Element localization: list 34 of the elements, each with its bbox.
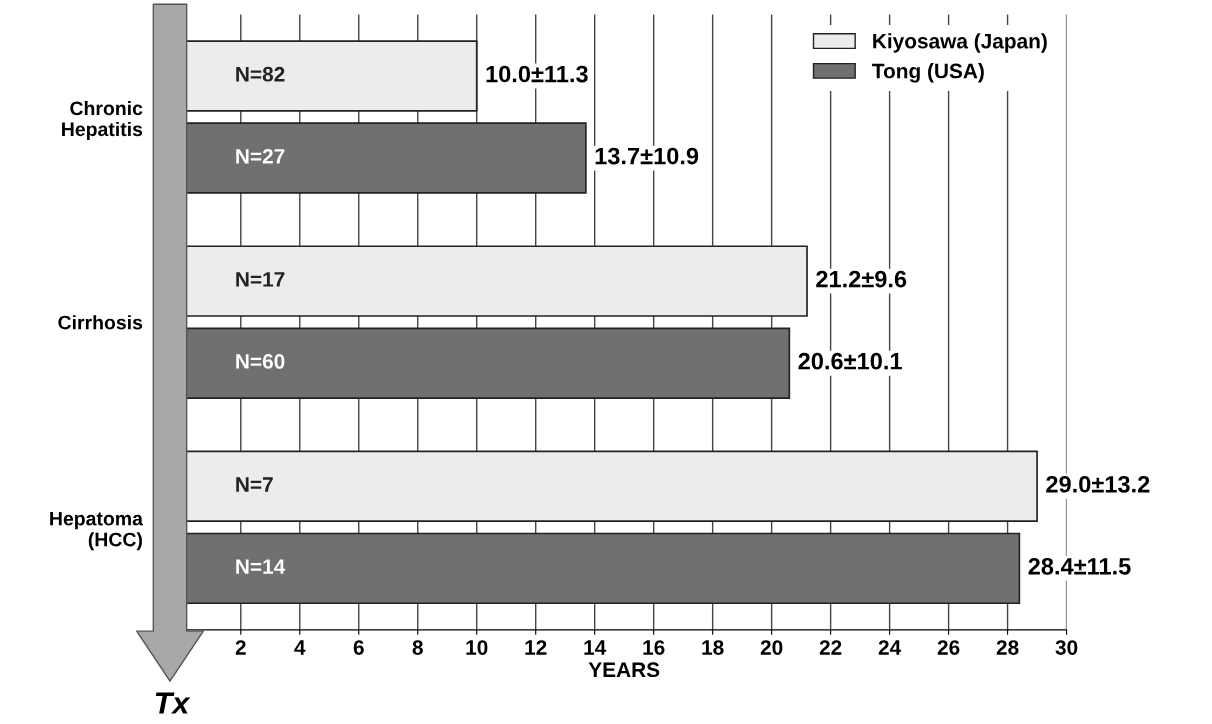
- x-tick-label: 12: [525, 640, 547, 655]
- annotation: N=82: [236, 66, 285, 82]
- data-label: 29.0±13.2: [1046, 475, 1150, 493]
- annotation: N=17: [236, 272, 285, 287]
- data-label: 20.6±10.1: [798, 352, 902, 370]
- data-label: 28.4±11.5: [1028, 557, 1131, 575]
- x-tick-label: 20: [760, 640, 783, 655]
- y-tick-label: Cirrhosis: [58, 315, 143, 330]
- x-tick-label: 8: [412, 640, 423, 655]
- x-tick-label: 30: [1055, 640, 1078, 655]
- annotation: N=27: [236, 148, 285, 164]
- x-tick-label: 16: [643, 640, 665, 655]
- x-tick-label: 2: [235, 640, 246, 655]
- x-tick-label: 10: [466, 640, 488, 655]
- legend-label: Kiyosawa (Japan): [873, 33, 1047, 53]
- data-label: 13.7±10.9: [595, 147, 699, 165]
- legend-label: Tong (USA): [872, 63, 984, 83]
- annotation: N=14: [236, 559, 286, 574]
- y-tick-label: Hepatoma (HCC): [50, 511, 144, 551]
- x-tick-label: 18: [702, 640, 724, 655]
- data-label: 10.0±11.3: [486, 65, 588, 83]
- x-tick-label: 22: [819, 640, 842, 655]
- annotation: N=60: [236, 354, 285, 369]
- y-tick-label: Chronic Hepatitis: [62, 100, 143, 141]
- x-tick-label: 24: [878, 640, 902, 655]
- x-tick-label: 6: [353, 640, 364, 655]
- text: Tx: [155, 692, 191, 714]
- x-axis-title: YEARS: [588, 662, 660, 678]
- x-tick-label: 28: [996, 640, 1019, 655]
- x-tick-label: 4: [294, 640, 306, 655]
- data-label: 21.2±9.6: [816, 270, 907, 288]
- x-tick-label: 14: [584, 640, 607, 655]
- annotation: N=7: [236, 477, 273, 492]
- x-tick-label: 26: [937, 640, 960, 655]
